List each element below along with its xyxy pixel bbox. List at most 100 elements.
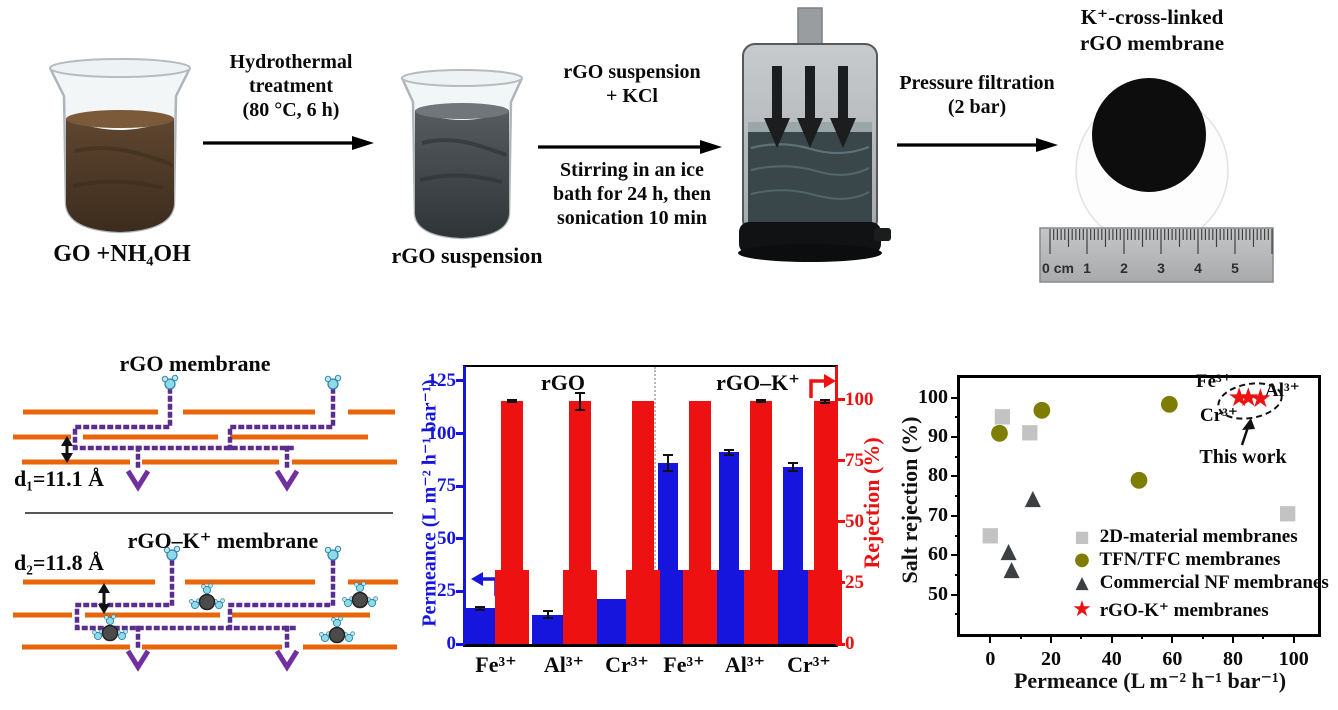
- square-data-point: ■: [980, 521, 1000, 546]
- x-axis-tick-label: 0: [985, 648, 996, 670]
- permeance-bar: [532, 614, 564, 644]
- right-axis-tick-label: 25: [845, 571, 864, 593]
- permeance-bar: [595, 598, 627, 644]
- left-axis-tick-label: 25: [437, 580, 456, 602]
- right-axis-tick: [838, 520, 845, 524]
- x-axis-minor-tick: [1201, 634, 1204, 639]
- annotation-cr: Cr³⁺: [1200, 405, 1238, 426]
- legend-label: Commercial NF membranes: [1095, 572, 1329, 593]
- exit-arrowheads: [125, 469, 300, 492]
- circle-legend-icon: ●: [1074, 549, 1090, 570]
- x-axis-tick-label: 80: [1223, 648, 1244, 670]
- error-bar-cap: [575, 408, 585, 411]
- bar-left-axis-title: Permeance (L m⁻² h⁻¹ bar⁻¹): [418, 379, 441, 627]
- rgo-sheets: [13, 409, 397, 465]
- rgo-k-sheets: [13, 579, 398, 650]
- y-axis-tick: [951, 514, 960, 517]
- membrane-title-line2: rGO membrane: [1079, 31, 1225, 55]
- step1-line1: Hydrothermal: [229, 51, 353, 73]
- error-bar: [824, 399, 826, 404]
- y-axis-tick: [951, 436, 960, 439]
- rejection-bar: [750, 401, 772, 570]
- ruler-number: 3: [1157, 260, 1165, 276]
- left-axis-tick: [456, 642, 463, 646]
- bar-category-label: Fe³⁺: [663, 652, 705, 677]
- scatter-y-axis-title: Salt rejection (%): [897, 416, 922, 584]
- beaker2-label: rGO suspension: [391, 243, 543, 268]
- left-axis-tick-label: 125: [427, 369, 457, 391]
- x-axis-tick: [1171, 634, 1174, 643]
- error-bar-cap: [507, 398, 517, 401]
- this-work-ellipse-and-arrow: [1217, 382, 1283, 446]
- right-axis-tick-label: 100: [845, 388, 874, 410]
- step2-caption-bottom: Stirring in an ice bath for 24 h, then s…: [533, 158, 731, 230]
- x-axis-tick: [1110, 634, 1113, 643]
- x-axis-minor-tick: [1141, 634, 1144, 639]
- error-bar-cap: [756, 401, 766, 404]
- hydrated-potassium-icon: [319, 617, 354, 643]
- y-axis-tick: [951, 554, 960, 557]
- y-axis-minor-tick: [955, 573, 960, 576]
- annotation-fe: Fe³⁺: [1196, 371, 1232, 392]
- exit-arrowheads-k: [125, 649, 300, 672]
- circle-data-point: ●: [989, 420, 1010, 446]
- error-bar-cap: [663, 470, 673, 473]
- annotation-this-work: This work: [1199, 446, 1287, 468]
- process-arrow-2: [538, 140, 722, 154]
- legend-label: TFN/TFC membranes: [1095, 549, 1281, 570]
- error-bar-cap: [724, 448, 734, 451]
- error-bar: [547, 611, 549, 618]
- step3-line1: Pressure filtration: [899, 72, 1055, 94]
- permeance-bar: [658, 462, 678, 570]
- square-data-point: ■: [1020, 419, 1040, 444]
- rejection-bar: [683, 570, 717, 644]
- bar-category-label: Al³⁺: [724, 652, 766, 677]
- water-path-k: [74, 559, 336, 655]
- y-axis-minor-tick: [955, 534, 960, 537]
- star-data-point: ★: [1248, 383, 1272, 414]
- error-bar-cap: [788, 461, 798, 464]
- x-axis-tick: [1232, 634, 1235, 643]
- beaker-rgo-suspension-image: [400, 69, 524, 240]
- ruler-number: 2: [1120, 260, 1128, 276]
- square-data-point: ■: [993, 403, 1012, 428]
- filtration-cell-image: [738, 7, 891, 262]
- y-axis-minor-tick: [955, 613, 960, 616]
- y-axis-minor-tick: [955, 495, 960, 498]
- error-bar-cap: [475, 608, 485, 611]
- left-axis-tick: [456, 537, 463, 541]
- legend-item: ▲ Commercial NF membranes: [1069, 572, 1329, 594]
- annotation-al: Al³⁺: [1265, 380, 1300, 401]
- right-axis-tick-label: 50: [845, 510, 864, 532]
- y-axis-tick-label: 50: [928, 582, 948, 605]
- d1-spacing-label: d₁=11.1 Å: [14, 466, 105, 491]
- error-bar-cap: [820, 398, 830, 401]
- rejection-bar: [495, 570, 529, 644]
- bar-category-label: Cr³⁺: [605, 652, 649, 677]
- bar-category-label: Fe³⁺: [475, 652, 517, 677]
- left-axis-tick: [456, 379, 463, 383]
- hydrated-potassium-icon: [189, 584, 224, 610]
- bar-group-label-rgo: rGO: [541, 370, 585, 395]
- ruler-number: 5: [1231, 260, 1239, 276]
- triangle-data-point: ▲: [1024, 485, 1041, 510]
- rejection-bar: [632, 400, 654, 570]
- step1-line3: (80 °C, 6 h): [242, 99, 340, 121]
- beaker1-label: GO +NH₄OH: [53, 241, 191, 267]
- bar-category-label: Al³⁺: [543, 652, 585, 677]
- rejection-bar: [808, 570, 842, 644]
- y-axis-minor-tick: [955, 455, 960, 458]
- y-axis-tick: [951, 396, 960, 399]
- x-axis-tick-label: 100: [1278, 648, 1309, 670]
- legend-label: 2D-material membranes: [1095, 526, 1298, 547]
- error-bar-cap: [788, 470, 798, 473]
- group-divider-line: [654, 367, 656, 644]
- star-legend-icon: ★: [1072, 597, 1092, 622]
- error-bar: [728, 449, 730, 456]
- error-bar-cap: [543, 610, 553, 613]
- x-axis-tick-label: 40: [1101, 648, 1122, 670]
- process-arrow-1: [203, 136, 374, 150]
- water-molecule-icon: [324, 374, 342, 390]
- right-axis-tick: [838, 581, 845, 585]
- d2-spacing-arrow-icon: [98, 583, 110, 614]
